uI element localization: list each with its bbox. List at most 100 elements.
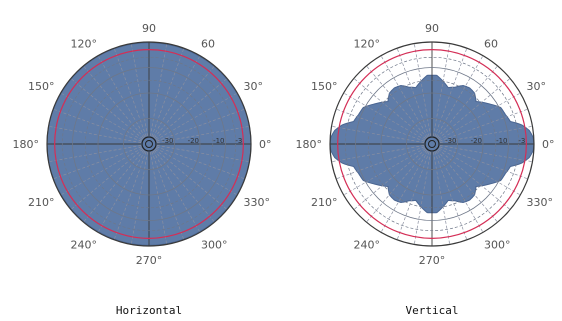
horizontal-polar-chart: -3 -10 -20 -30 0° 30° 60 90 120° 150° 180° 210° 240°… [13,22,272,317]
grid-spoke [413,43,431,137]
vertical-chart-title: Vertical [406,304,459,317]
grid-spoke [53,108,142,142]
grid-spoke [343,147,426,196]
angle-label: 270° [136,254,163,267]
grid-spoke [70,148,144,210]
grid-spoke [154,78,228,140]
grid-spoke [437,148,511,210]
horizontal-chart-title: Horizontal [116,304,182,317]
angle-label: 330° [526,196,553,209]
angle-label: 30° [526,80,546,93]
grid-spoke [156,125,250,143]
angle-label: 60 [484,38,498,51]
grid-ring [355,67,509,221]
ring-label: -20 [188,137,199,145]
grid-spoke [153,149,215,223]
grid-spoke [436,149,498,223]
angle-label: 150° [28,80,55,93]
grid-spoke [434,48,468,137]
grid-spoke [353,78,427,140]
center-ring [424,136,440,152]
grid-ring [97,92,201,196]
grid-spoke [150,43,168,137]
grid-spoke [331,145,425,163]
grid-spoke [97,150,146,233]
grid-spoke [435,55,484,138]
vertical-polar-chart: -3 -10 -20 -30 0° 30° 60 90 120° 150° 180° 210° 240°… [296,22,555,317]
grid-spoke [150,151,168,245]
grid-spoke [353,148,427,210]
grid-spoke [48,145,142,163]
angle-label: 60 [201,38,215,51]
grid-ring [84,79,214,209]
grid-spoke [343,92,426,141]
grid-spoke [156,146,245,180]
grid-spoke [155,92,238,141]
grid-spoke [380,55,429,138]
angle-label: 180° [13,138,40,151]
angle-label: 300° [484,238,511,251]
center-ring [141,136,157,152]
reference-ring [337,49,527,239]
grid-spoke [435,150,484,233]
grid-spoke [336,108,425,142]
grid-spoke [396,151,430,240]
grid-spoke [366,149,428,223]
grid-spoke [83,65,145,139]
angle-label: 30° [243,80,263,93]
angle-label: 240° [71,238,98,251]
angle-label: 270° [419,254,446,267]
grid-spoke [113,151,147,240]
angle-label: 180° [296,138,323,151]
angle-label: 0° [542,138,555,151]
grid-spoke [331,125,425,143]
ring-label: -30 [445,137,456,145]
grid-spoke [151,48,185,137]
grid-spoke [366,65,428,139]
grid-spoke [437,78,511,140]
grid-spoke [156,145,250,163]
grid-spoke [152,55,201,138]
angle-label: 330° [243,196,270,209]
grid-ring [367,79,497,209]
grid-ring [72,67,226,221]
grid-spoke [152,150,201,233]
grid-spoke [413,151,431,245]
grid-spoke [151,151,185,240]
center-ring [145,140,153,148]
reference-ring [54,49,244,239]
grid-spoke [154,148,228,210]
grid-spoke [439,108,528,142]
angle-label: 150° [311,80,338,93]
grid-spoke [130,43,148,137]
grid-spoke [439,145,533,163]
vertical-grid-layer [329,41,535,247]
angle-label: 300° [201,238,228,251]
grid-spoke [433,151,451,245]
grid-spoke [438,147,521,196]
ring-label: -3 [235,137,242,145]
grid-spoke [53,146,142,180]
grid-spoke [97,55,146,138]
angle-label: 240° [354,238,381,251]
ring-label: -10 [496,137,507,145]
grid-spoke [380,150,429,233]
grid-spoke [60,92,143,141]
ring-label: -3 [518,137,525,145]
center-ring [428,140,436,148]
grid-spoke [434,151,468,240]
grid-spoke [155,147,238,196]
ring-label: -20 [471,137,482,145]
grid-spoke [48,125,142,143]
angle-label: 90 [142,22,156,35]
grid-spoke [439,125,533,143]
outer-ring [329,41,535,247]
grid-spoke [436,65,498,139]
grid-ring [123,118,175,170]
angle-label: 120° [354,38,381,51]
grid-ring [406,118,458,170]
grid-ring [380,92,484,196]
horizontal-labels-layer: -3 -10 -20 -30 0° 30° 60 90 120° 150° 180° 210° 240°… [13,22,272,267]
grid-spoke [336,146,425,180]
